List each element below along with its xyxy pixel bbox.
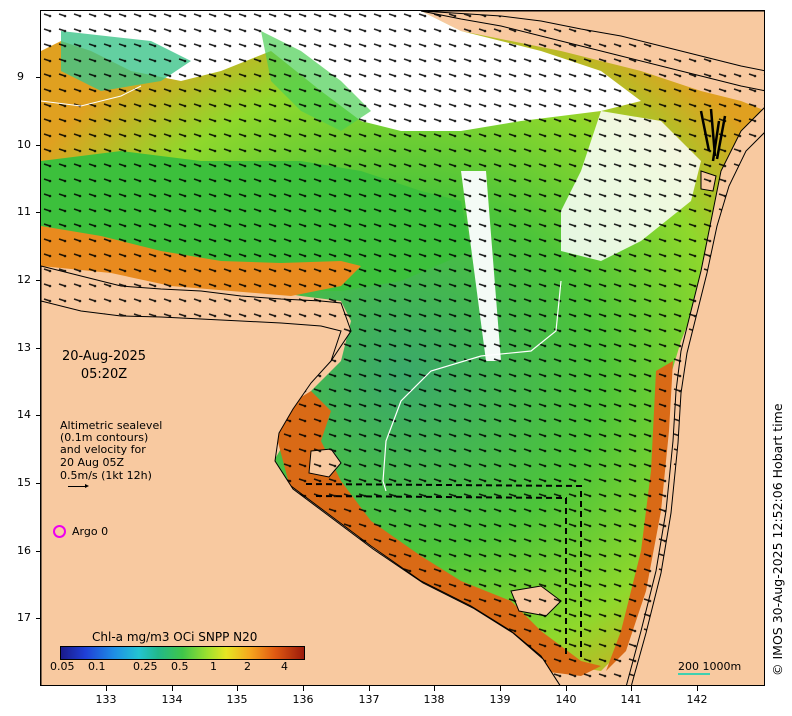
- y-tick-11: 11: [17, 205, 31, 218]
- x-tick-mark: [237, 686, 238, 691]
- sealevel-contour: [382, 280, 562, 492]
- x-tick-142: 142: [686, 693, 708, 706]
- y-tick-15: 15: [17, 476, 31, 489]
- x-tick-mark: [369, 686, 370, 691]
- y-tick-13: 13: [17, 341, 31, 354]
- y-tick-9: 9: [17, 70, 24, 83]
- x-tick-mark: [303, 686, 304, 691]
- y-tick-mark: [36, 77, 41, 78]
- colorbar-tick: 0.05: [50, 660, 75, 673]
- x-tick-137: 137: [358, 693, 380, 706]
- x-tick-134: 134: [161, 693, 183, 706]
- y-tick-mark: [36, 483, 41, 484]
- legend-line-4: 20 Aug 05Z: [60, 456, 125, 469]
- strong-current-2: [315, 495, 567, 656]
- y-tick-16: 16: [17, 544, 31, 557]
- y-tick-17: 17: [17, 611, 31, 624]
- x-tick-mark: [106, 686, 107, 691]
- legend-line-1: Altimetric sealevel: [60, 419, 163, 432]
- depth-scale-label: 200 1000m: [678, 660, 742, 673]
- x-tick-138: 138: [423, 693, 445, 706]
- x-tick-135: 135: [226, 693, 248, 706]
- legend-line-3: and velocity for: [60, 443, 146, 456]
- x-tick-mark: [566, 686, 567, 691]
- velocity-scale-arrow-icon: [68, 484, 89, 488]
- x-tick-mark: [500, 686, 501, 691]
- y-tick-mark: [36, 551, 41, 552]
- y-tick-10: 10: [17, 138, 31, 151]
- colorbar-tick: 0.5: [171, 660, 189, 673]
- colorbar-tick: 4: [281, 660, 288, 673]
- x-tick-140: 140: [555, 693, 577, 706]
- y-tick-mark: [36, 212, 41, 213]
- y-tick-mark: [36, 415, 41, 416]
- x-tick-141: 141: [620, 693, 642, 706]
- colorbar: [60, 646, 305, 660]
- y-tick-mark: [36, 145, 41, 146]
- colorbar-title: Chl-a mg/m3 OCi SNPP N20: [92, 630, 258, 644]
- x-tick-mark: [631, 686, 632, 691]
- y-tick-mark: [36, 280, 41, 281]
- map-date: 20-Aug-2025: [61, 349, 147, 364]
- map-frame[interactable]: [40, 10, 765, 686]
- colorbar-tick: 1: [210, 660, 217, 673]
- argo-label: Argo 0: [72, 525, 109, 538]
- colorbar-tick: 0.25: [133, 660, 158, 673]
- x-tick-136: 136: [292, 693, 314, 706]
- legend-line-2: (0.1m contours): [60, 431, 149, 444]
- y-tick-mark: [36, 348, 41, 349]
- x-tick-mark: [434, 686, 435, 691]
- argo-circle-icon: [53, 525, 66, 538]
- sealevel-contour-north: [41, 85, 142, 107]
- colorbar-tick: 2: [244, 660, 251, 673]
- x-tick-133: 133: [95, 693, 117, 706]
- torres-strait-arrows: [699, 108, 727, 162]
- strong-current: [305, 483, 582, 661]
- y-tick-12: 12: [17, 273, 31, 286]
- map-canvas[interactable]: [41, 11, 765, 686]
- legend-line-5: 0.5m/s (1kt 12h): [60, 469, 152, 482]
- y-tick-mark: [36, 618, 41, 619]
- x-tick-mark: [172, 686, 173, 691]
- depth-scale-bar: [678, 673, 710, 675]
- map-time: 05:20Z: [80, 367, 128, 382]
- x-tick-mark: [697, 686, 698, 691]
- colorbar-tick: 0.1: [88, 660, 106, 673]
- y-tick-14: 14: [17, 408, 31, 421]
- credit-text: © IMOS 30-Aug-2025 12:52:06 Hobart time: [770, 403, 785, 676]
- x-tick-139: 139: [489, 693, 511, 706]
